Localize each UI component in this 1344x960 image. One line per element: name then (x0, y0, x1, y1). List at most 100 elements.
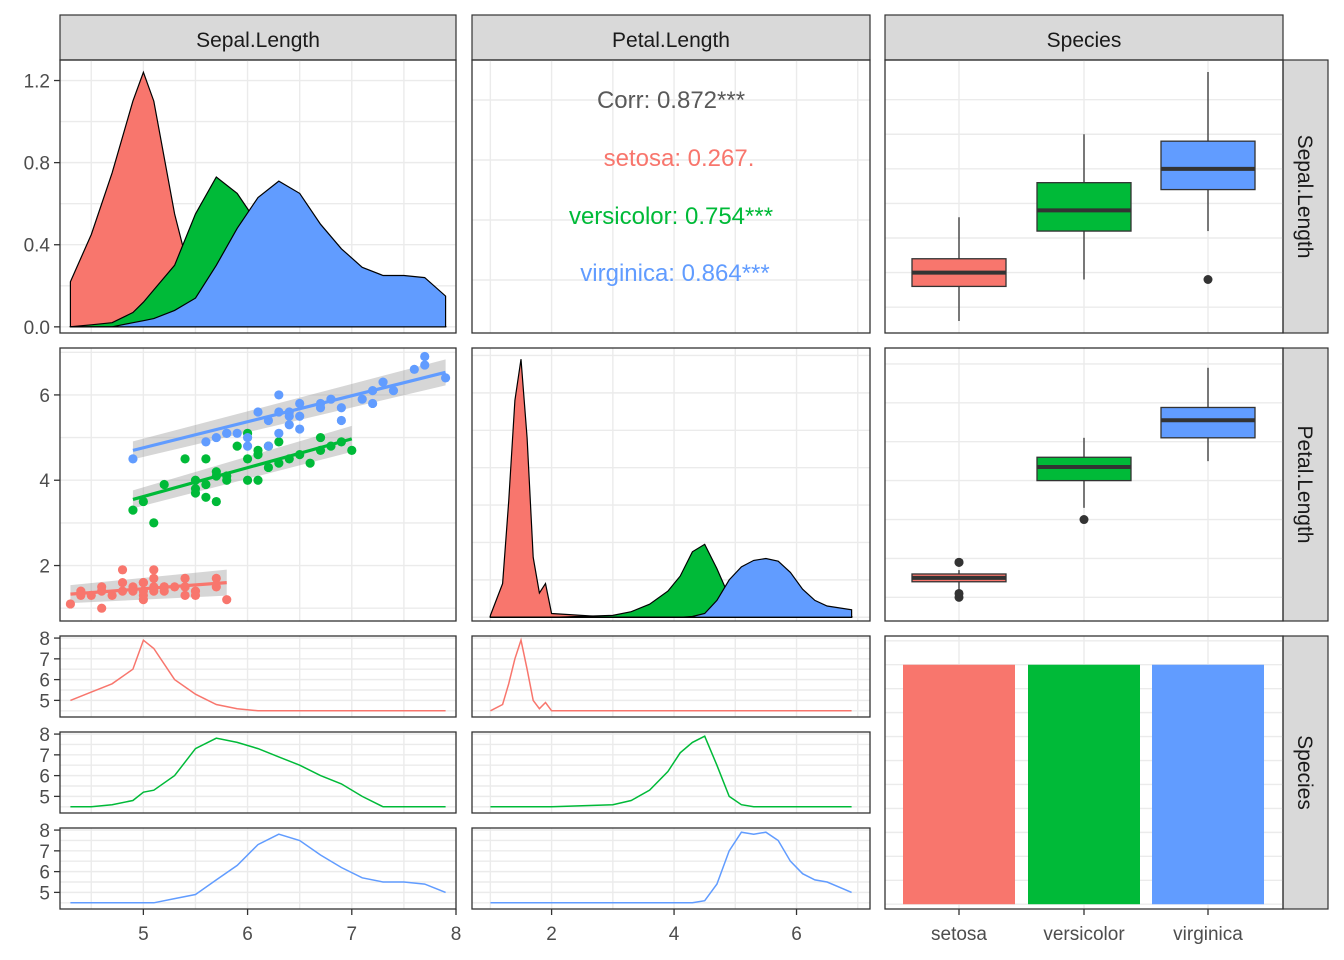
facet-density-line-virginica (490, 831, 852, 904)
y-tick-label: 2 (39, 557, 50, 578)
x-tick-label: 6 (791, 924, 802, 945)
scatter-point-virginica (409, 364, 419, 374)
facet-density-line-setosa (490, 637, 852, 712)
bar-setosa (903, 664, 1015, 905)
scatter-point-versicolor (128, 505, 138, 515)
scatter-point-virginica (242, 432, 253, 443)
y-tick-label: 0.8 (24, 154, 50, 175)
scatter-point-virginica (201, 437, 211, 447)
facet-density-line-versicolor (490, 735, 852, 808)
scatter-point-virginica (368, 398, 378, 409)
y-tick-label: 1.2 (24, 72, 50, 93)
scatter-point-virginica (222, 428, 232, 438)
x-tick-label: 5 (138, 924, 149, 945)
scatter-point-setosa (149, 565, 159, 575)
panel-sepal-density (59, 59, 457, 334)
scatter-point-setosa (211, 573, 221, 583)
facet-border-versicolor (59, 731, 457, 814)
scatter-point-versicolor (274, 437, 284, 447)
scatter-point-virginica (336, 403, 346, 413)
scatter-point-versicolor (201, 492, 211, 502)
row-strip-2: Petal.Length (1282, 347, 1329, 622)
facet-border-versicolor (471, 731, 871, 814)
y-tick-label: 7 (39, 650, 50, 671)
panel-petal-boxplot (884, 347, 1284, 622)
scatter-point-virginica (263, 441, 274, 451)
row-strip-3: Species (1282, 635, 1329, 910)
scatter-point-virginica (128, 454, 138, 464)
scatter-point-virginica (378, 377, 388, 387)
facet-density-line-versicolor (70, 737, 446, 808)
corr-grid (472, 60, 870, 333)
x-tick-label: versicolor (1043, 924, 1125, 945)
box-outlier-setosa (954, 588, 964, 598)
y-tick-label: 0.4 (24, 236, 51, 257)
scatter-point-versicolor (305, 458, 315, 468)
corr-setosa-label: setosa: 0.267. (604, 145, 755, 172)
y-tick-label: 5 (39, 691, 50, 712)
panel-border (471, 347, 871, 622)
facet-border-virginica (471, 827, 871, 910)
scatter-point-setosa (138, 595, 148, 605)
scatter-point-virginica (284, 420, 294, 430)
scatter-point-setosa (180, 573, 190, 583)
scatter-point-setosa (107, 590, 117, 601)
scatter-point-versicolor (180, 454, 190, 464)
panel-border (471, 59, 871, 334)
scatter-point-virginica (420, 360, 430, 370)
facet-border-virginica (59, 827, 457, 910)
scatter-point-versicolor (315, 432, 326, 443)
scatter-point-setosa (97, 603, 107, 613)
x-tick-label: 8 (451, 924, 462, 945)
y-tick-label: 0.0 (24, 318, 50, 339)
y-tick-label: 5 (39, 883, 50, 904)
scatter-point-virginica (388, 386, 399, 396)
x-tick-label: virginica (1173, 924, 1243, 945)
y-tick-label: 4 (39, 471, 50, 492)
corr-versicolor-label: versicolor: 0.754*** (569, 203, 773, 230)
regression-line-virginica (132, 370, 446, 452)
corr-overall-label: Corr: 0.872*** (597, 87, 745, 114)
panel-petal-density (471, 347, 871, 622)
scatter-point-virginica (211, 432, 221, 443)
box-outlier-setosa (954, 557, 964, 567)
row-strip-1: Sepal.Length (1282, 59, 1329, 334)
scatter-point-versicolor (242, 475, 253, 485)
box-virginica (1160, 406, 1256, 439)
scatter-point-versicolor (201, 454, 211, 464)
scatter-point-virginica (295, 398, 305, 409)
bar-versicolor (1028, 664, 1140, 905)
scatter-point-versicolor (253, 450, 263, 460)
scatter-point-setosa (97, 582, 107, 592)
box-versicolor (1036, 182, 1132, 232)
column-strip-3-label: Species (1047, 29, 1122, 52)
y-tick-label: 7 (39, 842, 50, 863)
y-tick-label: 6 (39, 386, 50, 407)
y-tick-label: 8 (39, 821, 50, 842)
scatter-point-setosa (117, 565, 128, 575)
y-tick-label: 5 (39, 787, 50, 808)
column-strip-2: Petal.Length (471, 14, 871, 61)
scatter-point-virginica (274, 428, 284, 438)
row-strip-1-label: Sepal.Length (1293, 135, 1316, 259)
panel-species-bars (884, 635, 1284, 910)
y-tick-label: 8 (39, 725, 50, 746)
x-tick-label: 6 (242, 924, 253, 945)
panel-scatter (59, 347, 457, 622)
scatter-point-setosa (190, 586, 201, 596)
scatter-point-versicolor (201, 479, 211, 490)
facet-border-setosa (59, 635, 457, 718)
scatter-point-setosa (65, 599, 76, 609)
density-area-virginica (489, 557, 853, 618)
panel-border (59, 347, 457, 622)
facet-density-line-setosa (70, 638, 446, 712)
panel-border (884, 59, 1284, 334)
panel-border (884, 347, 1284, 622)
scatter-point-virginica (336, 415, 346, 426)
box-virginica (1160, 140, 1256, 191)
y-tick-label: 7 (39, 746, 50, 767)
scatter-point-setosa (149, 573, 159, 583)
y-tick-label: 6 (39, 671, 50, 692)
